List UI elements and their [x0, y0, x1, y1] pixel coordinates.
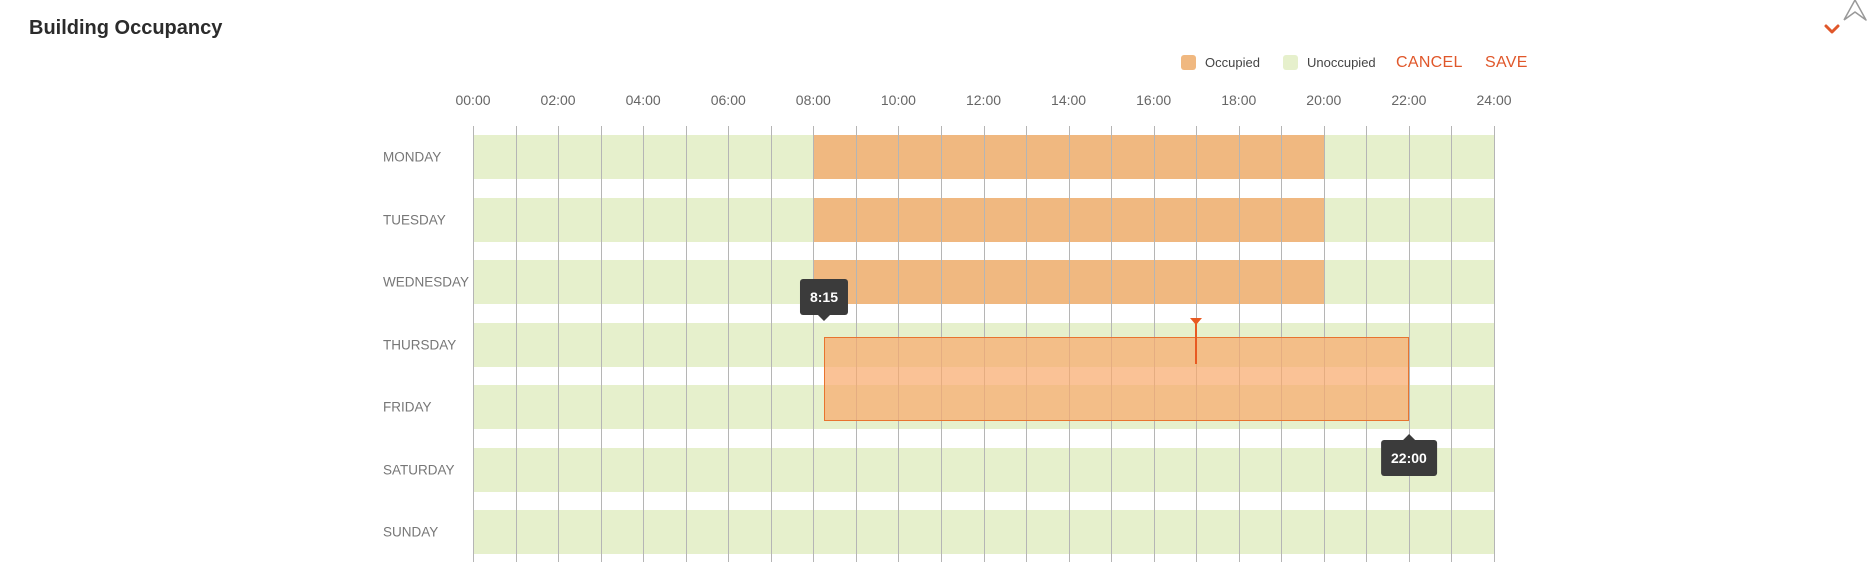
- gridline: [558, 126, 559, 562]
- day-label: MONDAY: [383, 150, 441, 165]
- hour-label: 12:00: [966, 92, 1001, 108]
- hour-label: 22:00: [1391, 92, 1426, 108]
- gridline: [728, 126, 729, 562]
- gridline: [771, 126, 772, 562]
- legend-occupied-label: Occupied: [1205, 55, 1260, 70]
- hour-label: 24:00: [1476, 92, 1511, 108]
- hour-label: 20:00: [1306, 92, 1341, 108]
- time-cursor-handle[interactable]: [1195, 318, 1197, 364]
- gridline: [1451, 126, 1452, 562]
- hour-label: 16:00: [1136, 92, 1171, 108]
- legend-unoccupied-label: Unoccupied: [1307, 55, 1376, 70]
- occupied-swatch: [1181, 55, 1196, 70]
- day-label: SATURDAY: [383, 462, 455, 477]
- day-label: FRIDAY: [383, 400, 432, 415]
- unoccupied-swatch: [1283, 55, 1298, 70]
- bookmark-icon[interactable]: [1840, 0, 1870, 22]
- end-time-tooltip: 22:00: [1381, 440, 1437, 476]
- hour-label: 06:00: [711, 92, 746, 108]
- gridline: [1409, 126, 1410, 562]
- hour-label: 00:00: [455, 92, 490, 108]
- hour-label: 08:00: [796, 92, 831, 108]
- start-time-tooltip: 8:15: [800, 279, 848, 315]
- hour-label: 02:00: [541, 92, 576, 108]
- hour-label: 10:00: [881, 92, 916, 108]
- page-title: Building Occupancy: [29, 17, 222, 40]
- day-label: SUNDAY: [383, 525, 438, 540]
- hour-label: 04:00: [626, 92, 661, 108]
- day-label: THURSDAY: [383, 337, 456, 352]
- gridline: [601, 126, 602, 562]
- save-button[interactable]: SAVE: [1485, 54, 1528, 72]
- gridline: [473, 126, 474, 562]
- selection-box[interactable]: [824, 337, 1409, 421]
- hour-label: 14:00: [1051, 92, 1086, 108]
- gridline: [1494, 126, 1495, 562]
- legend-unoccupied: Unoccupied: [1283, 55, 1376, 70]
- day-label: WEDNESDAY: [383, 275, 469, 290]
- cancel-button[interactable]: CANCEL: [1396, 54, 1463, 72]
- legend-occupied: Occupied: [1181, 55, 1260, 70]
- gridline: [516, 126, 517, 562]
- gridline: [643, 126, 644, 562]
- gridline: [813, 126, 814, 562]
- hour-label: 18:00: [1221, 92, 1256, 108]
- gridline: [686, 126, 687, 562]
- day-label: TUESDAY: [383, 212, 446, 227]
